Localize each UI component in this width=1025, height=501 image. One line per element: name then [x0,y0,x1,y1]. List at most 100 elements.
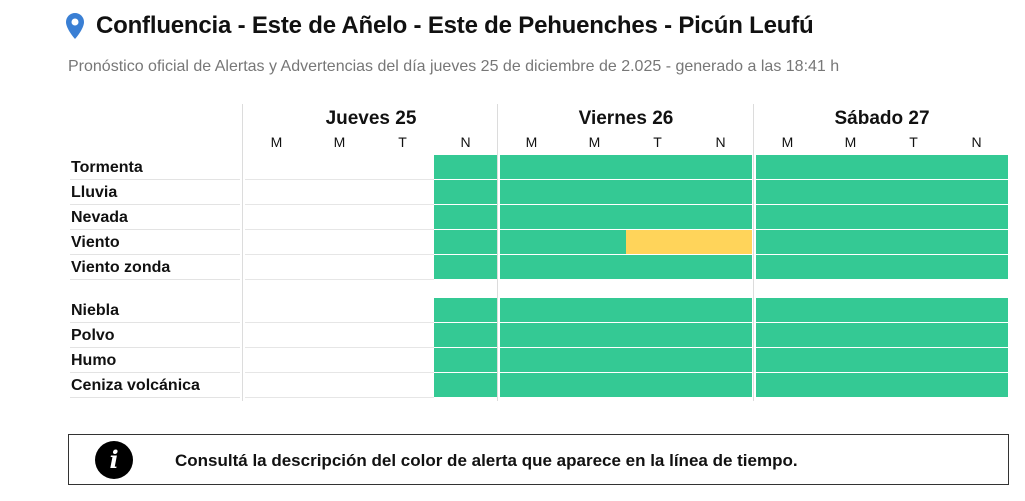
alert-cell-green[interactable] [626,155,689,179]
alert-cell-yellow[interactable] [626,230,689,254]
alert-cell-green[interactable] [819,373,882,397]
alert-cell-green[interactable] [626,255,689,279]
alert-cell-green[interactable] [563,298,626,322]
alert-cell-green[interactable] [500,255,563,279]
alert-cell-green[interactable] [945,255,1008,279]
info-text: Consultá la descripción del color de ale… [175,451,798,470]
alert-cell-green[interactable] [882,323,945,347]
alert-cell-green[interactable] [882,205,945,229]
location-pin-icon [66,13,84,39]
alert-cell-green[interactable] [434,323,497,347]
alert-cell-green[interactable] [689,373,752,397]
alert-cell-green[interactable] [563,230,626,254]
alert-cell-green[interactable] [626,348,689,372]
alert-cell-green[interactable] [563,373,626,397]
alert-cell-green[interactable] [689,255,752,279]
alert-cell-green[interactable] [500,323,563,347]
alert-cell-green[interactable] [434,205,497,229]
alert-cell-green[interactable] [500,155,563,179]
alert-cell-green[interactable] [434,298,497,322]
alert-cell-green[interactable] [945,348,1008,372]
alert-cell-green[interactable] [626,205,689,229]
alert-cell-green[interactable] [434,373,497,397]
phenomenon-label: Ceniza volcánica [71,377,200,394]
alert-cell-green[interactable] [563,205,626,229]
grid-separator [308,322,371,323]
alert-cell-green[interactable] [882,348,945,372]
alert-cell-green[interactable] [819,180,882,204]
alert-cell-green[interactable] [626,180,689,204]
alert-cell-green[interactable] [819,155,882,179]
grid-separator [371,229,434,230]
alert-cell-green[interactable] [945,323,1008,347]
row-separator [70,204,240,205]
alert-cell-green[interactable] [689,323,752,347]
alert-cell-green[interactable] [882,155,945,179]
alert-cell-green[interactable] [563,155,626,179]
alert-cell-green[interactable] [756,230,819,254]
alert-cell-green[interactable] [434,230,497,254]
alert-cell-green[interactable] [882,180,945,204]
alert-cell-green[interactable] [756,205,819,229]
grid-separator [308,279,371,280]
alert-cell-green[interactable] [819,230,882,254]
alert-cell-green[interactable] [882,298,945,322]
alert-cell-green[interactable] [756,255,819,279]
alert-cell-green[interactable] [626,298,689,322]
row-separator [70,254,240,255]
period-label: M [844,134,857,150]
alert-cell-green[interactable] [689,155,752,179]
alert-cell-green[interactable] [434,180,497,204]
alert-cell-green[interactable] [945,373,1008,397]
grid-separator [371,279,434,280]
row-separator [70,179,240,180]
grid-separator [371,397,434,398]
alert-cell-green[interactable] [626,323,689,347]
alert-cell-green[interactable] [945,155,1008,179]
alert-cell-green[interactable] [563,180,626,204]
grid-separator [308,372,371,373]
alert-cell-green[interactable] [689,180,752,204]
grid-separator [371,179,434,180]
alert-cell-green[interactable] [819,348,882,372]
alert-cell-green[interactable] [434,348,497,372]
day-header: Jueves 25 [325,108,417,129]
alert-cell-green[interactable] [945,298,1008,322]
alert-cell-green[interactable] [689,348,752,372]
alert-cell-green[interactable] [500,373,563,397]
alert-cell-green[interactable] [689,298,752,322]
alert-cell-green[interactable] [756,298,819,322]
alert-cell-green[interactable] [819,298,882,322]
grid-separator [308,204,371,205]
alert-cell-yellow[interactable] [689,230,752,254]
alert-cell-green[interactable] [756,155,819,179]
alert-cell-green[interactable] [563,255,626,279]
alert-cell-green[interactable] [756,348,819,372]
grid-separator [308,254,371,255]
alert-cell-green[interactable] [819,323,882,347]
alert-cell-green[interactable] [882,255,945,279]
alert-cell-green[interactable] [434,255,497,279]
alert-cell-green[interactable] [500,348,563,372]
alert-cell-green[interactable] [819,255,882,279]
alert-cell-green[interactable] [756,180,819,204]
alert-cell-green[interactable] [756,373,819,397]
alert-cell-green[interactable] [756,323,819,347]
alert-cell-green[interactable] [500,230,563,254]
day-header: Sábado 27 [834,108,930,129]
alert-cell-green[interactable] [882,373,945,397]
alert-cell-green[interactable] [500,205,563,229]
alert-cell-green[interactable] [500,180,563,204]
alert-cell-green[interactable] [945,180,1008,204]
alert-cell-green[interactable] [882,230,945,254]
alert-cell-green[interactable] [689,205,752,229]
alert-cell-green[interactable] [945,230,1008,254]
page-title: Confluencia - Este de Añelo - Este de Pe… [96,12,814,39]
alert-cell-green[interactable] [819,205,882,229]
alert-cell-green[interactable] [500,298,563,322]
alert-cell-green[interactable] [626,373,689,397]
alert-cell-green[interactable] [563,348,626,372]
alert-cell-green[interactable] [945,205,1008,229]
alert-cell-green[interactable] [563,323,626,347]
alert-cell-green[interactable] [434,155,497,179]
